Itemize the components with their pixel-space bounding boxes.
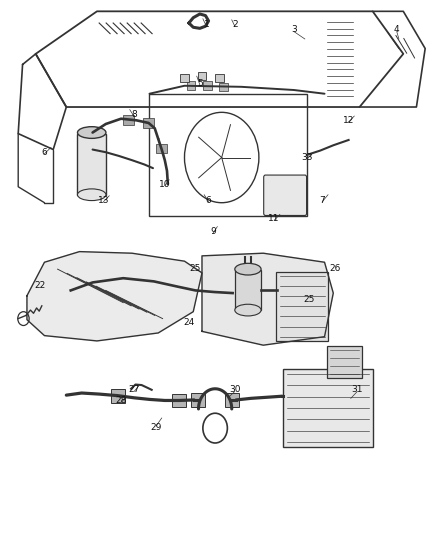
Polygon shape: [201, 253, 332, 345]
Bar: [276, 272, 327, 341]
Bar: [202, 82, 211, 90]
Text: 3: 3: [290, 26, 296, 35]
Text: 6: 6: [42, 148, 47, 157]
FancyBboxPatch shape: [263, 175, 306, 215]
Text: 27: 27: [128, 385, 140, 394]
Bar: [186, 82, 195, 90]
Bar: [123, 115, 134, 125]
Bar: [224, 393, 238, 407]
Bar: [283, 368, 372, 447]
Text: 12: 12: [342, 116, 353, 125]
Bar: [180, 74, 188, 82]
Text: 7: 7: [319, 196, 325, 205]
Bar: [215, 74, 223, 82]
Text: 22: 22: [34, 280, 46, 289]
Text: 11: 11: [268, 214, 279, 223]
Text: 28: 28: [115, 397, 127, 406]
Text: 4: 4: [393, 26, 399, 35]
Text: 25: 25: [303, 295, 314, 304]
Ellipse shape: [234, 263, 261, 275]
Ellipse shape: [78, 127, 106, 139]
Bar: [234, 270, 261, 310]
Bar: [111, 389, 125, 402]
Bar: [143, 118, 154, 128]
Bar: [77, 134, 106, 195]
Text: 6: 6: [205, 196, 211, 205]
Bar: [172, 393, 186, 407]
Text: 2: 2: [231, 20, 237, 29]
Text: 25: 25: [189, 264, 201, 272]
Ellipse shape: [234, 304, 261, 316]
Text: 1: 1: [203, 20, 209, 29]
Text: 5: 5: [197, 78, 202, 87]
Text: 26: 26: [329, 264, 340, 272]
Ellipse shape: [78, 189, 106, 200]
Text: 10: 10: [159, 180, 170, 189]
Text: 13: 13: [98, 196, 109, 205]
Bar: [326, 346, 361, 378]
Text: 8: 8: [131, 110, 137, 119]
Text: 31: 31: [351, 385, 362, 394]
Bar: [191, 393, 205, 407]
Polygon shape: [27, 252, 201, 341]
Text: 24: 24: [183, 318, 194, 327]
Text: 29: 29: [150, 423, 161, 432]
Text: 9: 9: [209, 228, 215, 237]
Bar: [219, 83, 228, 91]
Bar: [155, 144, 167, 154]
Bar: [197, 72, 206, 80]
Text: 33: 33: [300, 153, 312, 162]
Text: 30: 30: [229, 385, 240, 394]
